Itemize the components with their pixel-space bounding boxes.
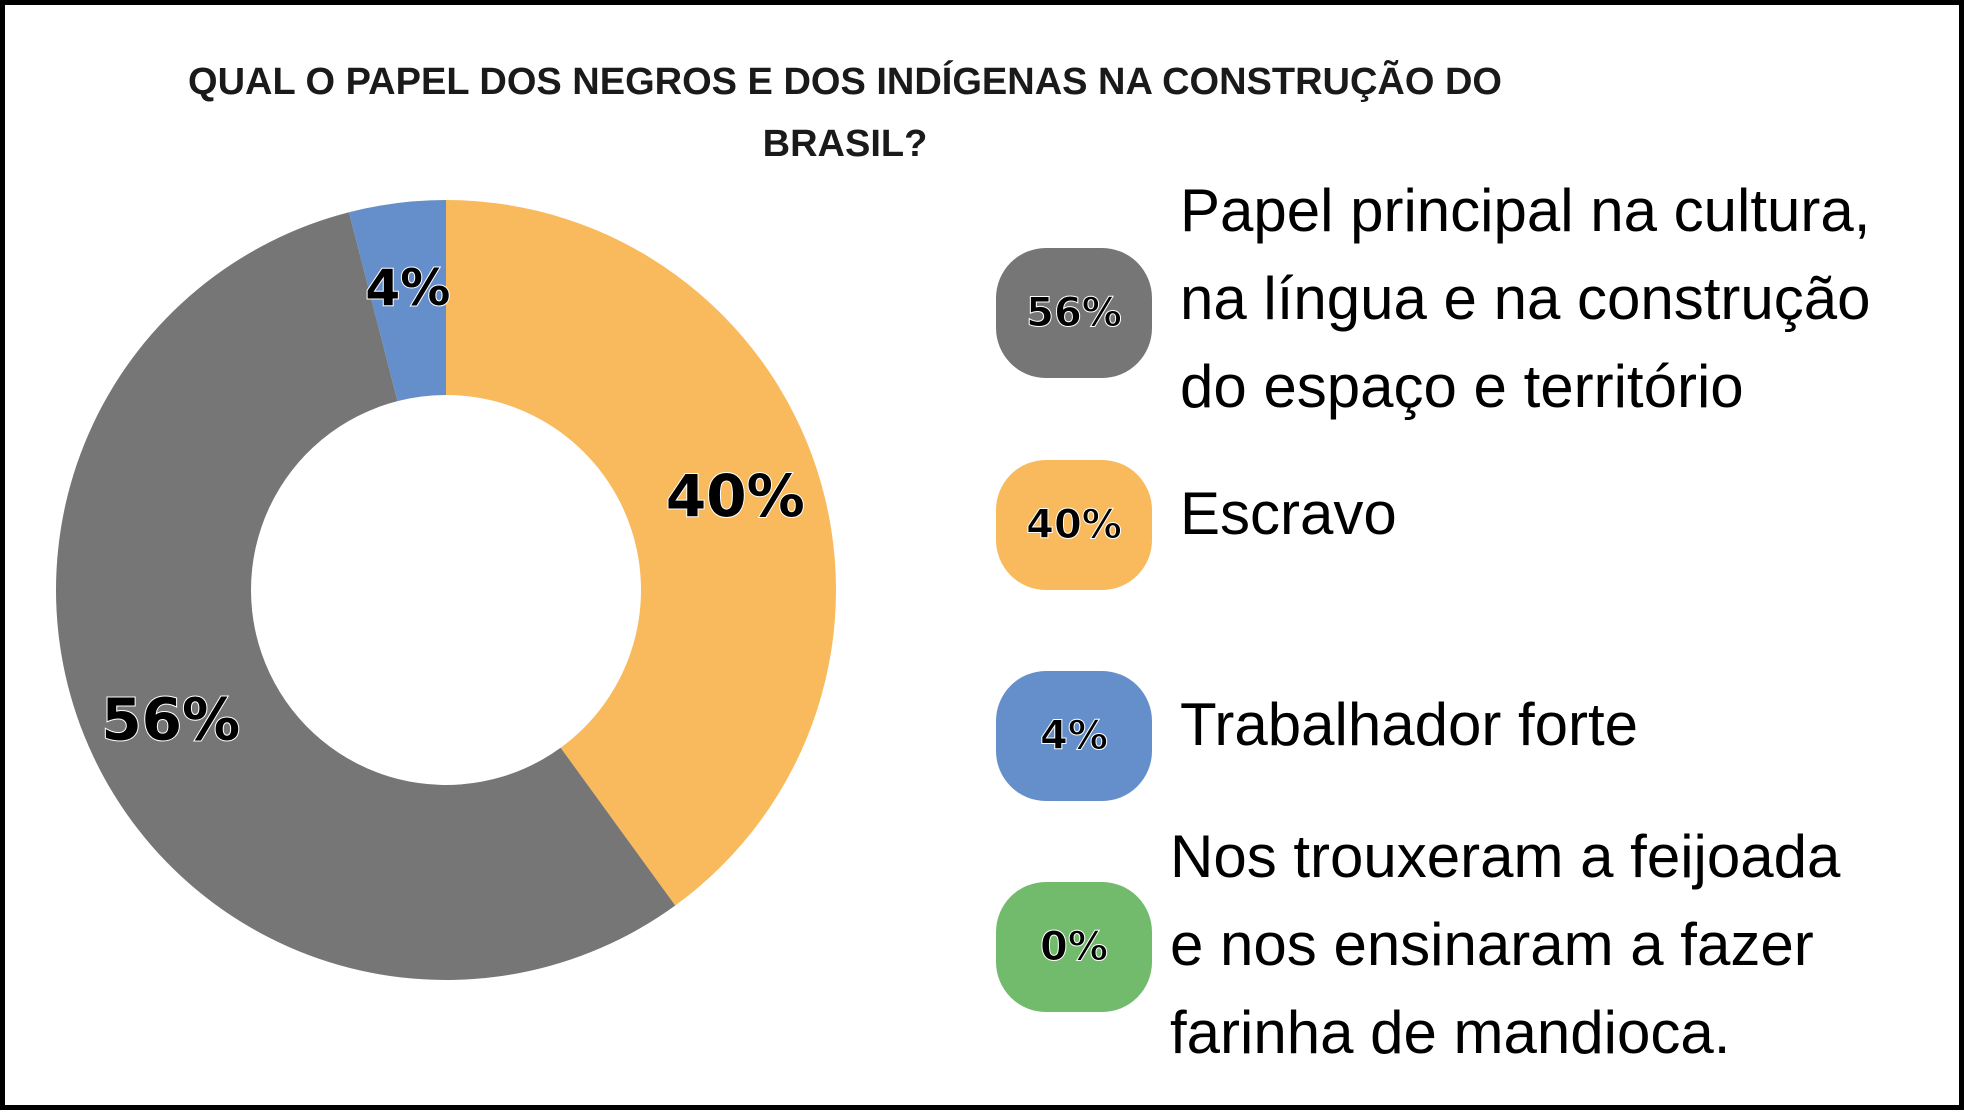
- donut-slice: [446, 200, 836, 906]
- slice-value-label: 40%: [666, 462, 805, 530]
- legend-label-escravo: Escravo: [1180, 480, 1397, 547]
- donut-chart: 40% 56% 4%: [56, 200, 836, 980]
- donut-slice: [56, 212, 676, 980]
- legend-badge-cultura: 56%: [996, 248, 1152, 378]
- legend-label-trabalhador: Trabalhador forte: [1180, 691, 1639, 758]
- chart-title: QUAL O PAPEL DOS NEGROS E DOS INDÍGENAS …: [188, 61, 1502, 165]
- legend-badge-trabalhador: 4%: [996, 671, 1152, 801]
- legend-badge-text: 4%: [1040, 713, 1109, 760]
- legend-badge-feijoada: 0%: [996, 882, 1152, 1012]
- slice-value-label: 56%: [101, 686, 240, 754]
- legend-badge-text: 0%: [1040, 924, 1109, 971]
- legend-badge-text: 40%: [1026, 502, 1123, 549]
- legend-badge-text: 56%: [1026, 290, 1123, 337]
- legend-label-cultura: Papel principal na cultura, na língua e …: [1180, 177, 1871, 420]
- slice-value-label: 4%: [365, 259, 450, 317]
- legend-badge-escravo: 40%: [996, 460, 1152, 590]
- legend-label-feijoada: Nos trouxeram a feijoada e nos ensinaram…: [1170, 823, 1841, 1066]
- donut-slice: [349, 200, 446, 402]
